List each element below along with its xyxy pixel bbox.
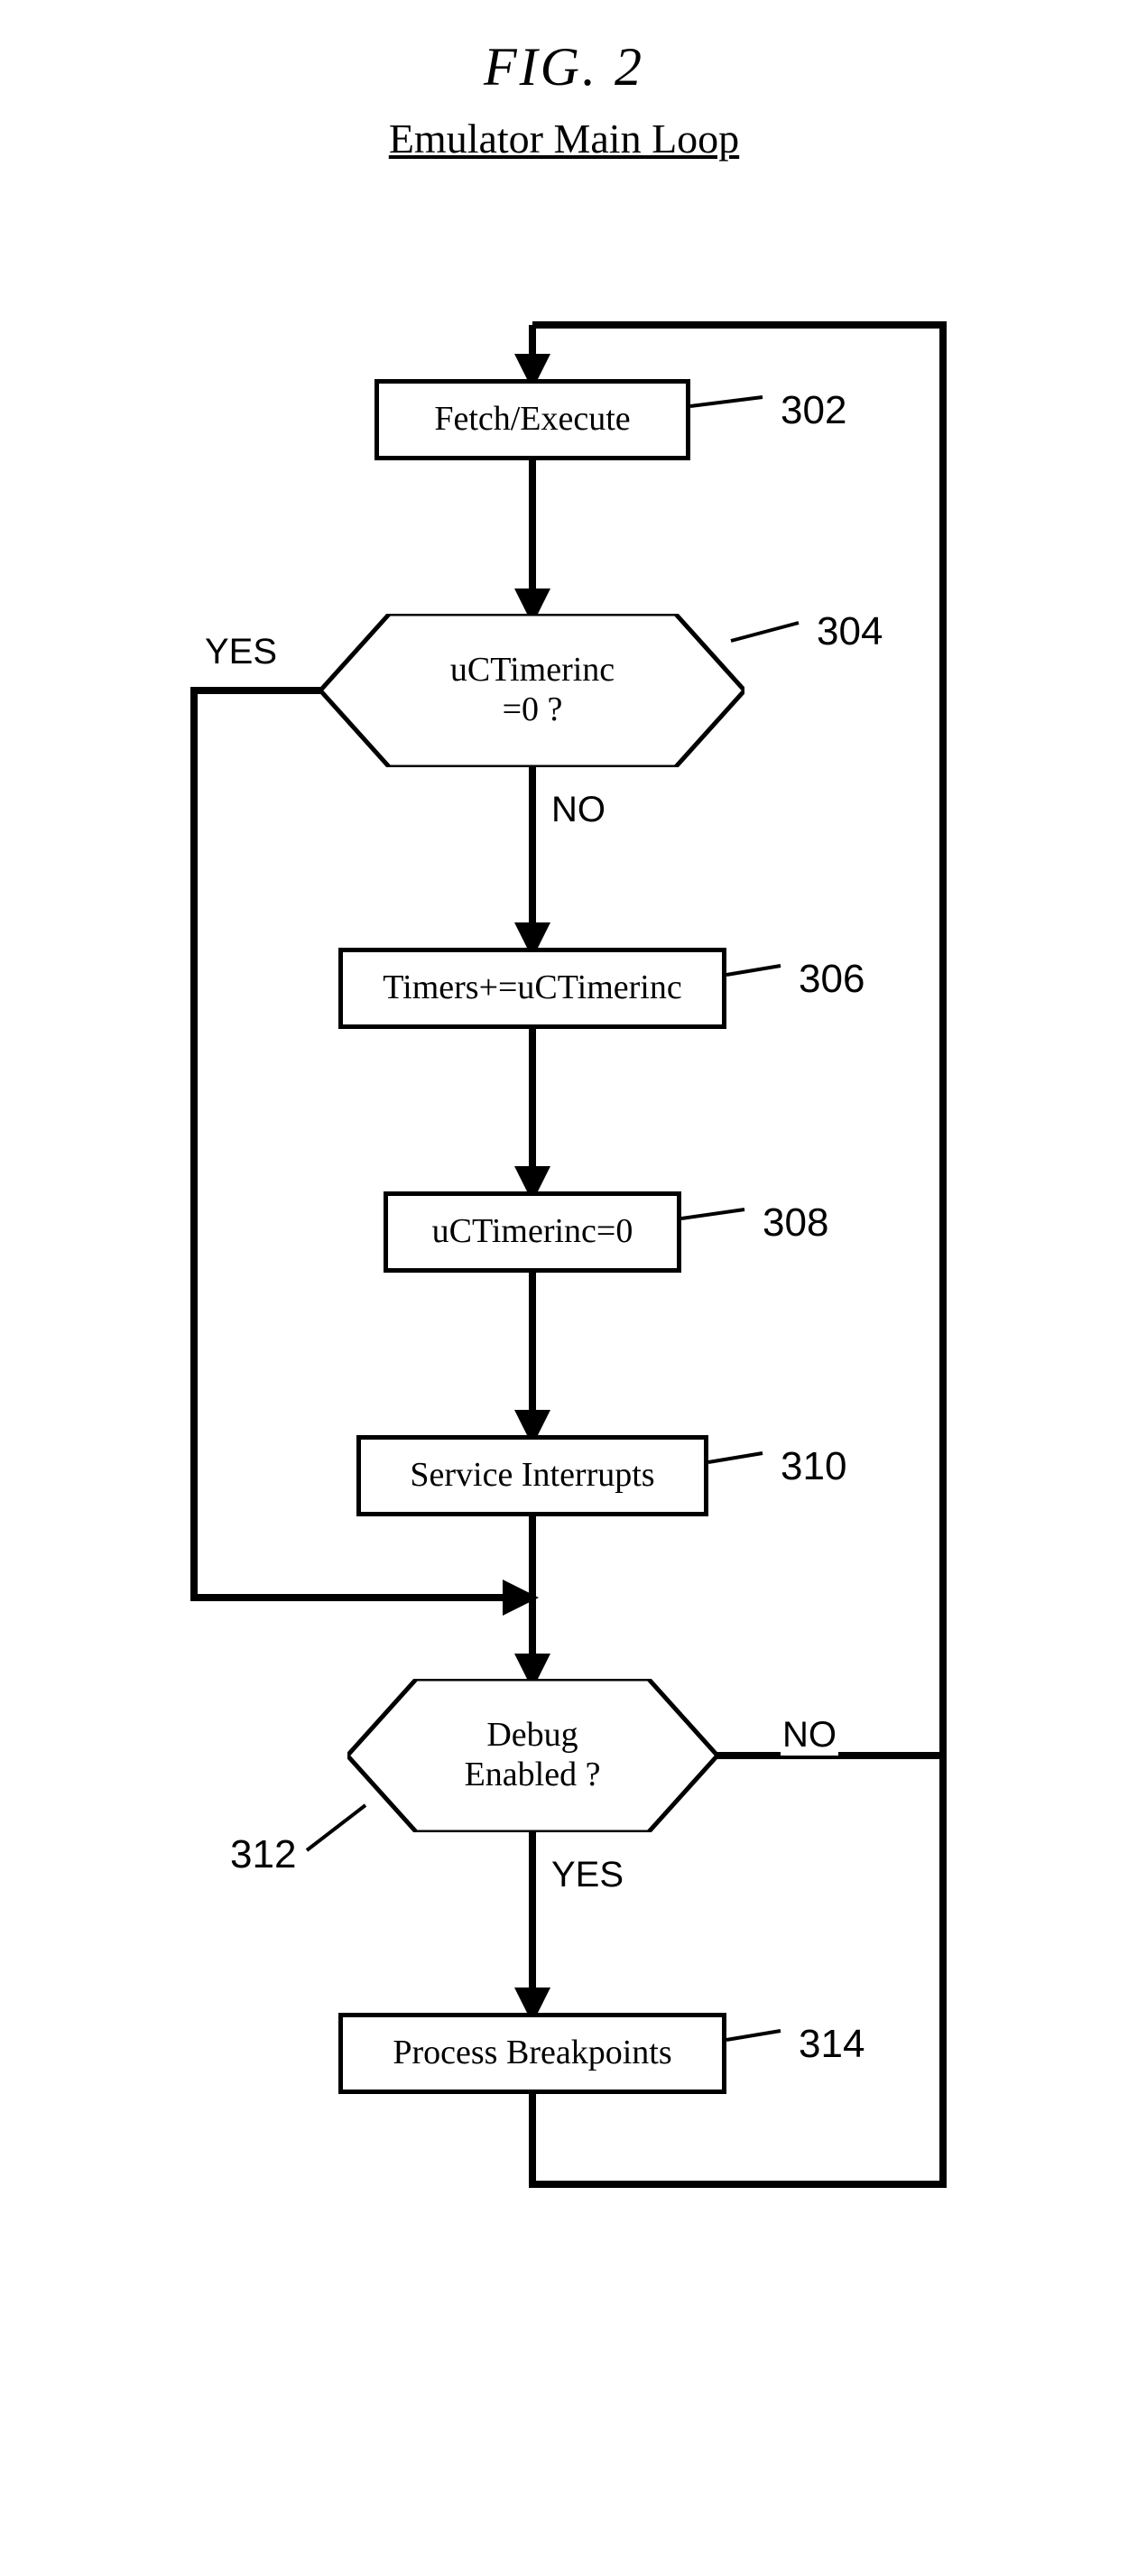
edge-c-tplus: [726, 966, 781, 975]
edge-c-bp: [726, 2031, 781, 2040]
callout-306: 306: [799, 957, 864, 1002]
branch-label-debug_no: NO: [781, 1715, 838, 1756]
callout-312: 312: [230, 1832, 296, 1877]
node-uctq: uCTimerinc =0 ?: [320, 614, 744, 767]
callout-308: 308: [763, 1200, 828, 1246]
edges-layer: [131, 199, 997, 2455]
node-tplus: Timers+=uCTimerinc: [338, 948, 726, 1029]
node-uct0: uCTimerinc=0: [384, 1191, 681, 1273]
callout-310: 310: [781, 1444, 846, 1489]
branch-label-debug_yes: YES: [550, 1855, 625, 1895]
figure-subtitle: Emulator Main Loop: [18, 115, 1110, 162]
callout-304: 304: [817, 609, 883, 654]
edge-c-uct0: [681, 1209, 744, 1219]
callout-314: 314: [799, 2022, 864, 2067]
node-debug: Debug Enabled ?: [347, 1679, 717, 1832]
branch-label-uctq_yes: YES: [203, 632, 279, 672]
node-fetch: Fetch/Execute: [374, 379, 690, 460]
edge-c-svc: [708, 1453, 763, 1462]
node-bp: Process Breakpoints: [338, 2013, 726, 2094]
flowchart-canvas: Fetch/Execute uCTimerinc =0 ? Timers+=uCTi…: [131, 199, 997, 2455]
node-uctq-label: uCTimerinc =0 ?: [450, 651, 615, 729]
node-debug-label: Debug Enabled ?: [465, 1716, 601, 1794]
edge-c-fetch: [690, 397, 763, 406]
branch-label-uctq_no: NO: [550, 790, 607, 830]
node-svc: Service Interrupts: [356, 1435, 708, 1516]
callout-302: 302: [781, 388, 846, 433]
figure-title: FIG. 2: [18, 36, 1110, 98]
